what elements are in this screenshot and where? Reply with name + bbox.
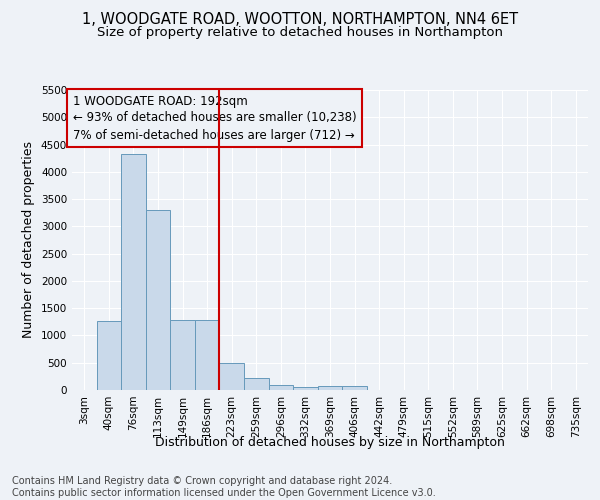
Text: 1 WOODGATE ROAD: 192sqm
← 93% of detached houses are smaller (10,238)
7% of semi: 1 WOODGATE ROAD: 192sqm ← 93% of detache…	[73, 94, 356, 142]
Text: Contains HM Land Registry data © Crown copyright and database right 2024.
Contai: Contains HM Land Registry data © Crown c…	[12, 476, 436, 498]
Bar	[170, 320, 195, 390]
Bar	[318, 386, 342, 390]
Bar	[220, 364, 244, 390]
Bar	[146, 210, 170, 390]
Text: Distribution of detached houses by size in Northampton: Distribution of detached houses by size …	[155, 436, 505, 449]
Bar	[269, 385, 293, 390]
Y-axis label: Number of detached properties: Number of detached properties	[22, 142, 35, 338]
Bar	[121, 154, 146, 390]
Bar	[244, 378, 269, 390]
Bar	[195, 320, 220, 390]
Text: Size of property relative to detached houses in Northampton: Size of property relative to detached ho…	[97, 26, 503, 39]
Bar	[342, 386, 367, 390]
Bar	[293, 387, 318, 390]
Text: 1, WOODGATE ROAD, WOOTTON, NORTHAMPTON, NN4 6ET: 1, WOODGATE ROAD, WOOTTON, NORTHAMPTON, …	[82, 12, 518, 28]
Bar	[97, 322, 121, 390]
